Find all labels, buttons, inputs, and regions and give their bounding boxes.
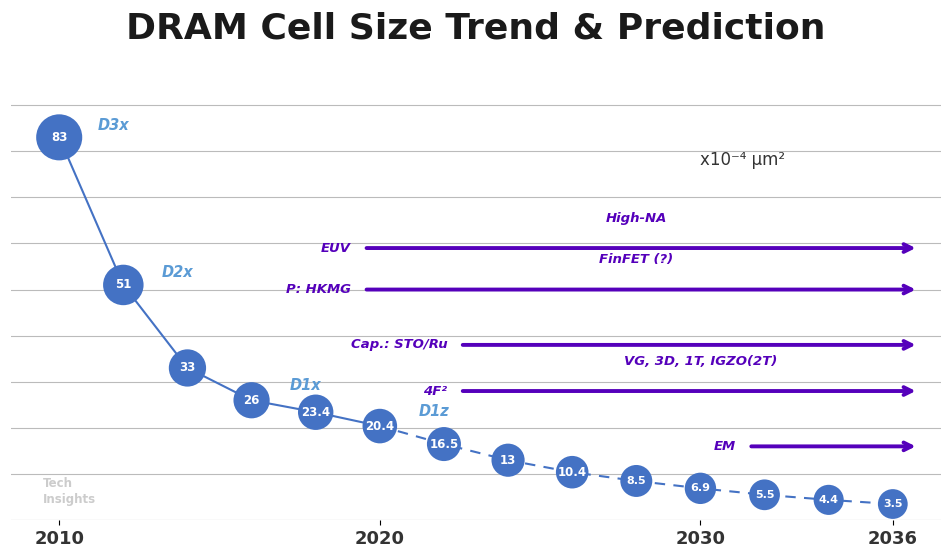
Text: Tech
Insights: Tech Insights (43, 477, 96, 506)
Text: 33: 33 (179, 362, 195, 375)
Text: 6.9: 6.9 (690, 484, 710, 494)
Point (51, 133, 67, 142)
Text: D2x: D2x (162, 266, 193, 280)
Point (565, 468, 580, 477)
Text: D1z: D1z (418, 404, 449, 419)
Text: D3x: D3x (98, 118, 129, 132)
Text: EUV: EUV (321, 241, 351, 254)
Text: x10⁻⁴ μm²: x10⁻⁴ μm² (701, 151, 785, 169)
Point (180, 363, 195, 372)
Title: DRAM Cell Size Trend & Prediction: DRAM Cell Size Trend & Prediction (127, 11, 825, 45)
Text: High-NA: High-NA (605, 212, 667, 225)
Text: FinFET (?): FinFET (?) (599, 253, 673, 267)
Text: 26: 26 (244, 394, 260, 407)
Text: Cap.: STO/Ru: Cap.: STO/Ru (350, 338, 447, 352)
Point (628, 476, 644, 485)
Point (501, 456, 516, 465)
Point (308, 408, 324, 416)
Text: P: HKMG: P: HKMG (286, 283, 351, 296)
Text: 5.5: 5.5 (755, 490, 774, 500)
Text: 51: 51 (115, 278, 131, 291)
Point (885, 500, 901, 509)
Point (116, 281, 131, 290)
Point (821, 495, 836, 504)
Text: 20.4: 20.4 (366, 420, 394, 433)
Point (757, 490, 772, 499)
Point (372, 421, 387, 430)
Point (436, 439, 451, 448)
Text: 3.5: 3.5 (883, 499, 902, 509)
Text: 8.5: 8.5 (626, 476, 646, 486)
Point (693, 484, 708, 493)
Text: 23.4: 23.4 (301, 406, 330, 419)
Text: 4F²: 4F² (423, 385, 447, 397)
Text: VG, 3D, 1T, IGZO(2T): VG, 3D, 1T, IGZO(2T) (624, 355, 777, 368)
Text: 4.4: 4.4 (819, 495, 839, 505)
Text: EM: EM (714, 440, 736, 453)
Text: 13: 13 (500, 454, 516, 467)
Text: 16.5: 16.5 (429, 438, 459, 451)
Point (244, 396, 259, 405)
Text: 10.4: 10.4 (558, 466, 586, 479)
Text: D1x: D1x (290, 378, 322, 394)
Text: 83: 83 (51, 131, 68, 144)
